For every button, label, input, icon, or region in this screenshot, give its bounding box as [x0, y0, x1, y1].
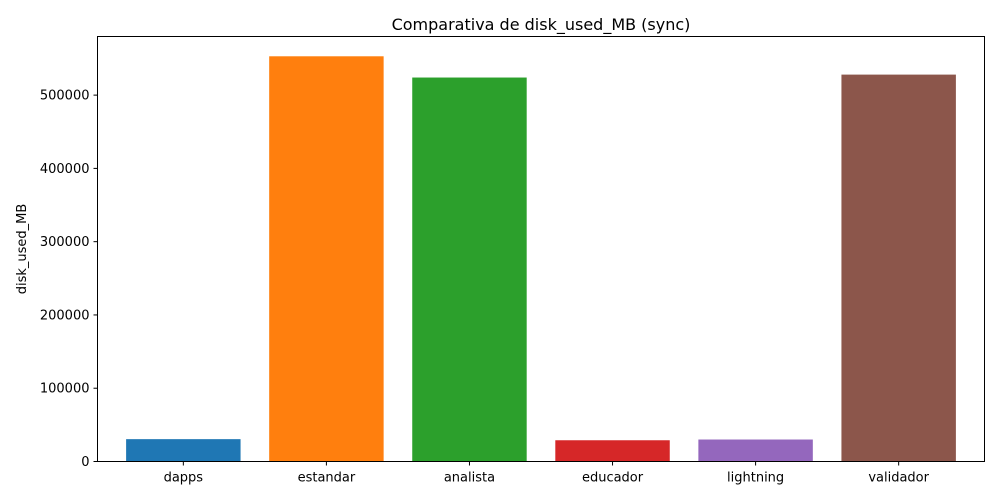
- bar-educador: [555, 440, 670, 462]
- y-tick-label: 0: [81, 455, 89, 470]
- bars-group: [126, 56, 956, 462]
- bar-validador: [841, 74, 956, 462]
- plot-frame: [97, 36, 985, 462]
- y-axis-ticks: 0 100000 200000 300000 400000 500000: [40, 89, 98, 470]
- y-tick-label: 200000: [40, 308, 90, 323]
- bar-lightning: [698, 439, 813, 462]
- y-axis-label: disk_used_MB: [15, 204, 30, 295]
- x-tick-label: dapps: [164, 471, 204, 486]
- x-tick-label: analista: [444, 471, 495, 486]
- y-tick-label: 400000: [40, 162, 90, 177]
- x-tick-label: estandar: [298, 471, 356, 486]
- bar-analista: [412, 77, 527, 462]
- y-tick-label: 500000: [40, 89, 90, 104]
- x-tick-label: validador: [868, 471, 929, 486]
- bar-estandar: [269, 56, 384, 462]
- x-tick-label: lightning: [727, 471, 784, 486]
- y-tick-label: 300000: [40, 235, 90, 250]
- x-axis-ticks: dapps estandar analista educador lightning va…: [164, 461, 930, 486]
- x-tick-label: educador: [582, 471, 644, 486]
- y-tick-label: 100000: [40, 382, 90, 397]
- bar-dapps: [126, 439, 241, 462]
- chart-title: Comparativa de disk_used_MB (sync): [392, 15, 691, 35]
